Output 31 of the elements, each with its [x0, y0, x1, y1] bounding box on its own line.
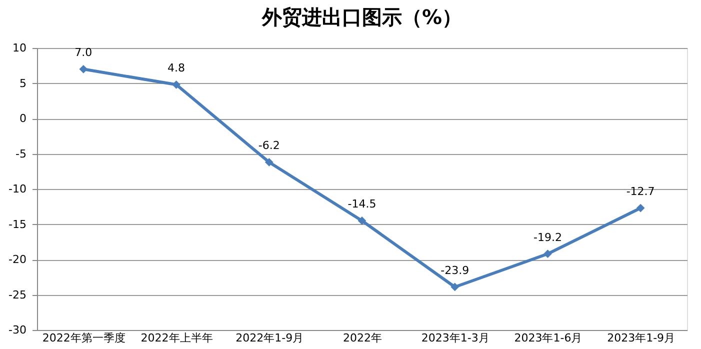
- x-tick-label: 2022年第一季度: [42, 332, 126, 344]
- data-label: -19.2: [533, 230, 562, 244]
- point: [79, 64, 88, 74]
- x-tick-label: 2022年1-9月: [236, 332, 304, 344]
- y-tick-label: 5: [20, 76, 26, 90]
- y-tick-label: -10: [8, 182, 26, 196]
- point: [544, 250, 552, 258]
- y-tick-label: -30: [8, 324, 26, 336]
- x-tick-label: 2022年上半年: [140, 332, 213, 344]
- point: [450, 282, 460, 292]
- data-label: -12.7: [626, 185, 655, 198]
- point: [264, 158, 274, 166]
- data-label: 4.8: [168, 62, 186, 75]
- x-tick-label: 2023年1-3月: [421, 332, 490, 344]
- data-label: -23.9: [440, 264, 470, 277]
- point: [172, 80, 180, 89]
- x-tick-label: 2023年1-6月: [514, 332, 582, 344]
- y-tick-label: -25: [8, 288, 26, 302]
- y-tick-label: -20: [8, 253, 26, 266]
- data-label: 7.0: [74, 46, 92, 60]
- point: [358, 216, 366, 225]
- x-tick-label: 2023年1-9月: [607, 332, 676, 344]
- data-label: -6.2: [258, 139, 280, 152]
- y-tick-label: -5: [16, 147, 26, 160]
- y-tick-label: 0: [20, 112, 26, 125]
- x-tick-label: 2022年: [343, 332, 382, 344]
- y-tick-label: -15: [8, 218, 26, 231]
- chart-title: 外贸进出口图示（%）: [260, 5, 462, 29]
- point: [636, 204, 645, 212]
- y-tick-label: 10: [12, 42, 26, 54]
- data-label: -14.5: [348, 198, 376, 211]
